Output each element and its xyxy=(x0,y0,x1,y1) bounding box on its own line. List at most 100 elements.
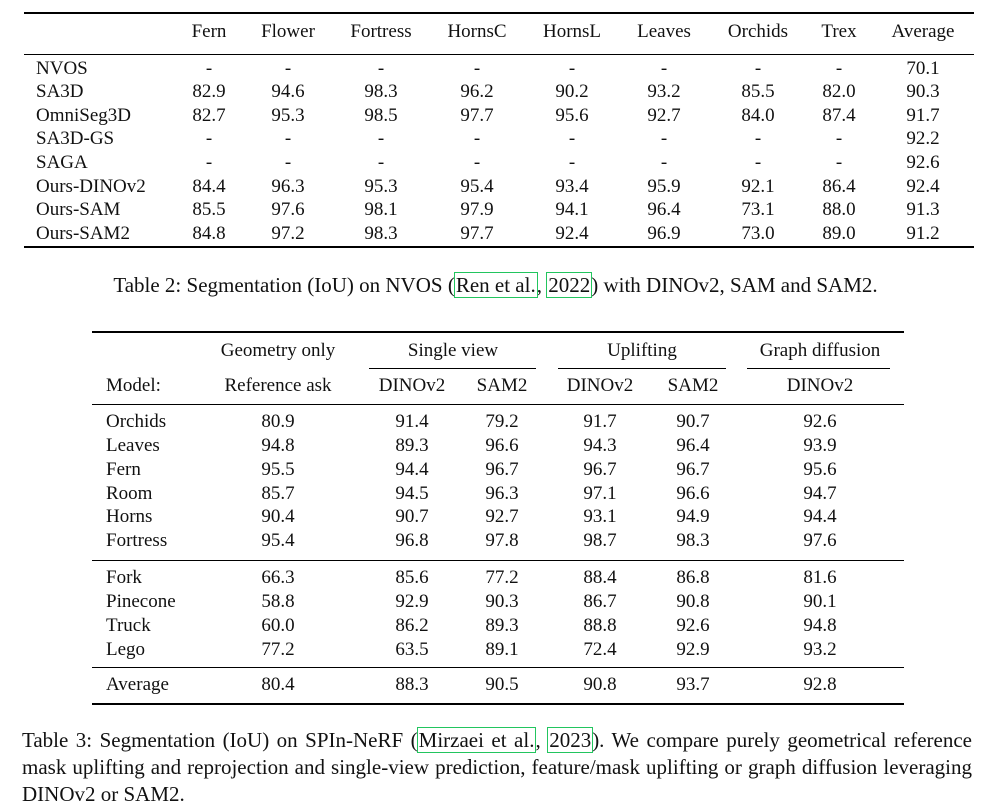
table-cell: 86.8 xyxy=(676,567,710,588)
table-cell: 98.1 xyxy=(364,199,398,220)
table-cell: - xyxy=(568,128,576,149)
table-cell: 90.2 xyxy=(555,81,589,102)
table-cell: 96.7 xyxy=(485,459,519,480)
table-cell: - xyxy=(377,128,385,149)
citation-link-mirzaei-author[interactable]: Mirzaei et al. xyxy=(416,727,537,753)
table-cell: - xyxy=(205,58,213,79)
single-view-cmidrule xyxy=(369,368,536,369)
table-cell: 96.3 xyxy=(271,176,305,197)
table-cell: 92.9 xyxy=(395,591,429,612)
row-label: Leaves xyxy=(106,435,160,456)
table-cell: 89.3 xyxy=(395,435,429,456)
table-cell: - xyxy=(205,152,213,173)
table-cell: 85.5 xyxy=(741,81,775,102)
table-cell: 73.1 xyxy=(741,199,775,220)
table-row: NVOS - - - - - - - - 70.1 xyxy=(24,57,974,81)
table-cell: - xyxy=(568,58,576,79)
table-2-column-header: Average xyxy=(891,21,955,42)
group-header-graph-diffusion: Graph diffusion xyxy=(759,340,881,361)
table-cell: 85.5 xyxy=(192,199,226,220)
citation-link-ren-author[interactable]: Ren et al. xyxy=(453,272,538,298)
table-cell: 94.4 xyxy=(803,506,837,527)
table-cell: 94.4 xyxy=(395,459,429,480)
table-cell: 89.0 xyxy=(822,223,856,244)
row-label: Ours-SAM xyxy=(36,199,121,220)
table-cell: - xyxy=(835,128,843,149)
table-row: SAGA - - - - - - - - 92.6 xyxy=(24,151,974,175)
table-cell: 95.5 xyxy=(261,459,295,480)
table-cell: 82.9 xyxy=(192,81,226,102)
table-cell: 93.2 xyxy=(647,81,681,102)
table-cell: 96.6 xyxy=(485,435,519,456)
table-cell: 85.7 xyxy=(261,483,295,504)
table-cell: 95.9 xyxy=(647,176,681,197)
table-cell: 70.1 xyxy=(906,58,940,79)
table-cell: 97.7 xyxy=(460,105,494,126)
caption-3-text-start: Table 3: Segmentation (IoU) on SPIn-NeRF… xyxy=(22,728,418,752)
sub-column-header: SAM2 xyxy=(667,375,719,396)
table-cell: 90.8 xyxy=(583,674,617,695)
table-cell: 92.7 xyxy=(647,105,681,126)
table-row: Ours-SAM2 84.8 97.2 98.3 97.7 92.4 96.9 73.0 89.… xyxy=(24,222,974,246)
table-cell: 95.4 xyxy=(261,530,295,551)
table-row: SA3D-GS - - - - - - - - 92.2 xyxy=(24,127,974,151)
row-label: Average xyxy=(106,674,169,695)
table-2-top-rule xyxy=(24,12,974,14)
table-cell: 94.7 xyxy=(803,483,837,504)
table-cell: 90.7 xyxy=(395,506,429,527)
row-label: Orchids xyxy=(106,411,167,432)
table-3-caption: Table 3: Segmentation (IoU) on SPIn-NeRF… xyxy=(22,727,972,808)
table-cell: 92.1 xyxy=(741,176,775,197)
table-cell: 96.4 xyxy=(647,199,681,220)
table-cell: 91.3 xyxy=(906,199,940,220)
table-cell: 95.6 xyxy=(555,105,589,126)
table-cell: 92.2 xyxy=(906,128,940,149)
row-label: SA3D xyxy=(36,81,84,102)
table-cell: 84.4 xyxy=(192,176,226,197)
citation-link-ren-year[interactable]: 2022 xyxy=(546,272,593,298)
table-cell: 96.4 xyxy=(676,435,710,456)
table-cell: - xyxy=(660,152,668,173)
table-cell: 90.4 xyxy=(261,506,295,527)
table-cell: - xyxy=(835,58,843,79)
table-cell: 96.6 xyxy=(676,483,710,504)
table-cell: 86.4 xyxy=(822,176,856,197)
table-cell: 94.1 xyxy=(555,199,589,220)
table-2-column-header: Flower xyxy=(261,21,315,42)
table-cell: 92.9 xyxy=(676,639,710,660)
table-cell: 95.4 xyxy=(460,176,494,197)
row-label: Lego xyxy=(106,639,146,660)
row-label: Fern xyxy=(106,459,141,480)
table-cell: 90.5 xyxy=(485,674,519,695)
table-cell: 91.4 xyxy=(395,411,429,432)
table-row: Ours-SAM 85.5 97.6 98.1 97.9 94.1 96.4 73.1 88.0… xyxy=(24,198,974,222)
table-2-column-header: HornsC xyxy=(447,21,507,42)
model-column-header: Model: xyxy=(106,375,161,396)
table-cell: 80.4 xyxy=(261,674,295,695)
table-cell: 97.6 xyxy=(271,199,305,220)
table-cell: - xyxy=(473,152,481,173)
table-cell: 95.3 xyxy=(364,176,398,197)
table-cell: 94.6 xyxy=(271,81,305,102)
table-cell: 98.3 xyxy=(364,223,398,244)
table-cell: 97.2 xyxy=(271,223,305,244)
table-2-bottom-rule xyxy=(24,246,974,248)
row-label: NVOS xyxy=(36,58,88,79)
citation-link-mirzaei-year[interactable]: 2023 xyxy=(547,727,594,753)
table-cell: 82.7 xyxy=(192,105,226,126)
caption-2-text-start: Table 2: Segmentation (IoU) on NVOS ( xyxy=(113,273,455,297)
table-cell: - xyxy=(754,152,762,173)
group-header-uplifting: Uplifting xyxy=(607,340,677,361)
table-cell: 86.2 xyxy=(395,615,429,636)
table-cell: 92.7 xyxy=(485,506,519,527)
table-cell: 97.8 xyxy=(485,530,519,551)
table-cell: 90.7 xyxy=(676,411,710,432)
table-cell: 92.6 xyxy=(676,615,710,636)
table-cell: 97.7 xyxy=(460,223,494,244)
table-cell: - xyxy=(754,58,762,79)
table-cell: 94.3 xyxy=(583,435,617,456)
sub-column-header: SAM2 xyxy=(476,375,528,396)
sub-column-header: DINOv2 xyxy=(566,375,634,396)
table-cell: 82.0 xyxy=(822,81,856,102)
table-cell: - xyxy=(284,152,292,173)
